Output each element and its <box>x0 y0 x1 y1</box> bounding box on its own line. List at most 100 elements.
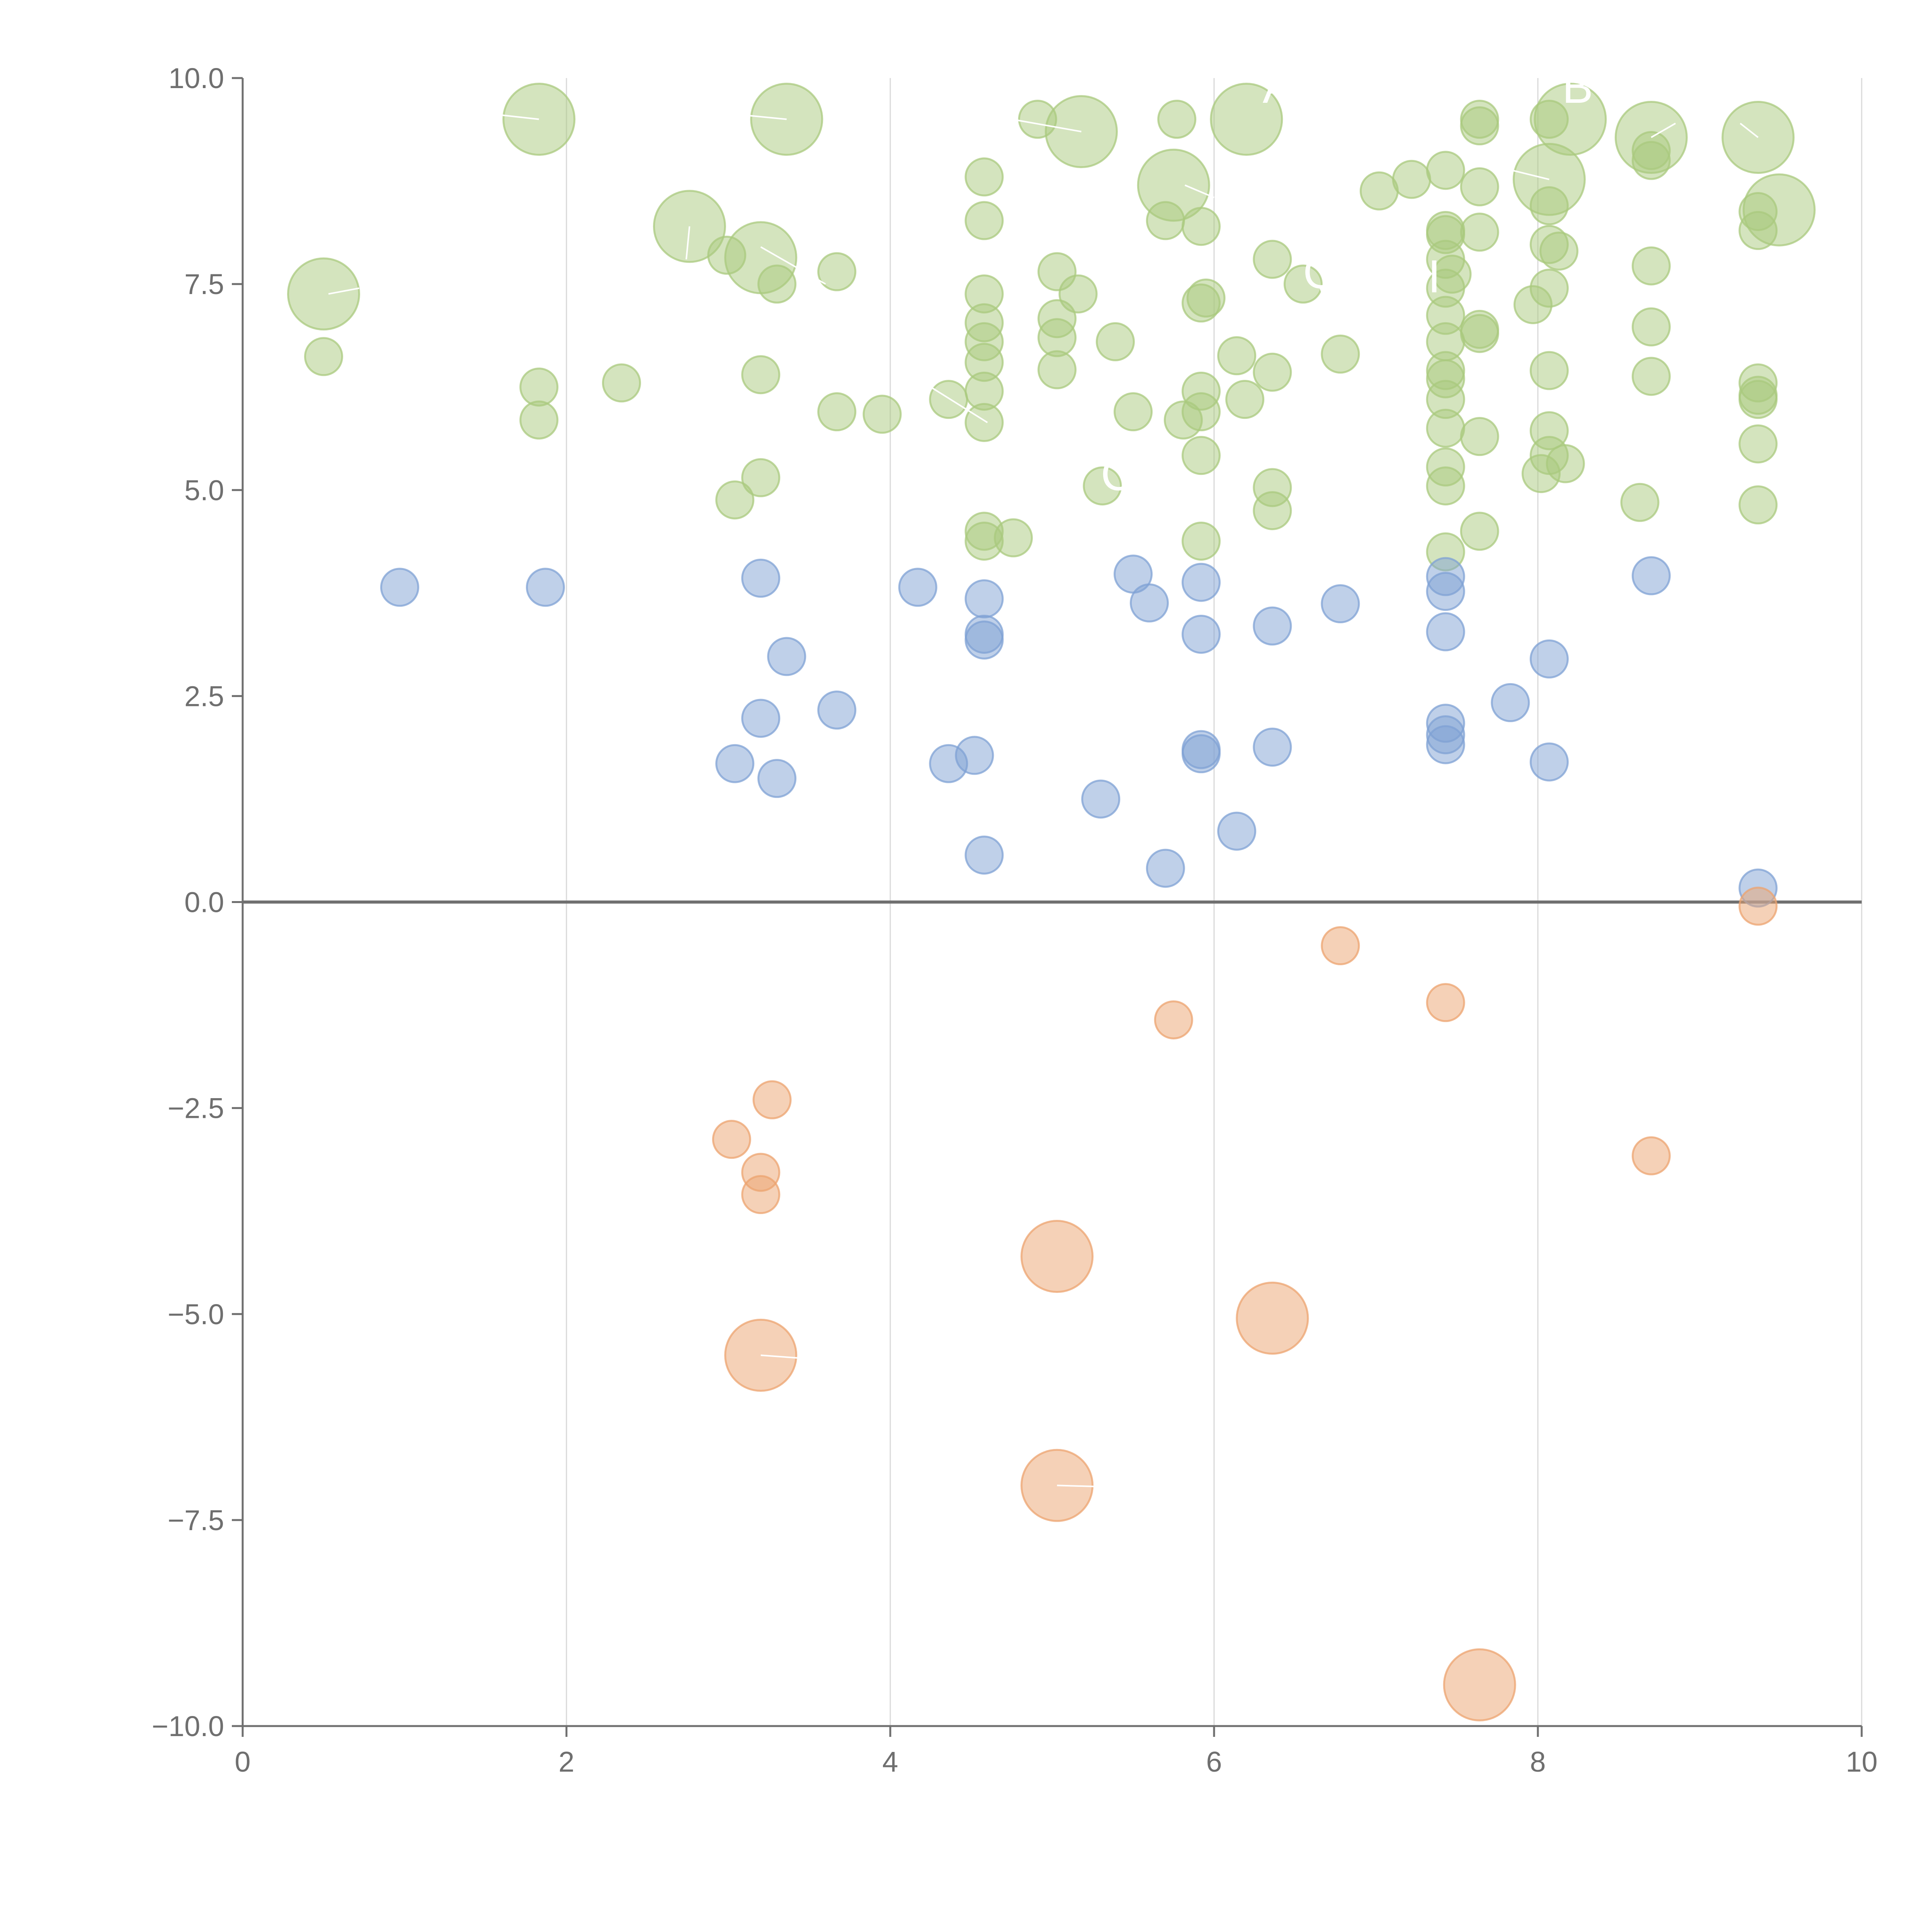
axis-layer: 10.0 7.5 5.0 2.5 0.0 −2.5 −5.0 −7.5 −10.0 0 2 4 6 8 10 <box>152 62 1878 1778</box>
y-tick-label: 7.5 <box>184 268 224 300</box>
point-annotation: B <box>1562 61 1593 113</box>
point-annotation: Q <box>1303 247 1339 298</box>
bubble-point <box>1181 563 1221 602</box>
bubble-point <box>1546 444 1585 483</box>
bubble-point <box>1631 246 1671 286</box>
bubble-point <box>1460 512 1499 551</box>
point-annotation: A <box>1263 61 1294 113</box>
bubble-point <box>1186 278 1226 318</box>
x-tick-label: 4 <box>882 1746 898 1778</box>
bubble-point <box>1146 849 1185 888</box>
bubble-point <box>1460 167 1499 206</box>
bubble-point <box>1432 255 1472 294</box>
bubble-point <box>1217 811 1257 851</box>
bubble-point <box>1738 380 1778 419</box>
bubble-point <box>1426 983 1465 1022</box>
bubble-point <box>741 355 781 395</box>
bubble-point <box>526 568 565 607</box>
y-tick-label: 5.0 <box>184 474 224 506</box>
bubble-point <box>1631 141 1671 180</box>
bubble-point <box>1529 742 1569 782</box>
bubble-point <box>1225 380 1265 419</box>
bubble-point <box>1181 614 1221 654</box>
bubble-point <box>1426 572 1465 611</box>
bubble-point <box>1738 485 1778 525</box>
point-annotation: I <box>1428 250 1440 302</box>
bubble-point <box>1620 483 1660 522</box>
bubble-point <box>1217 336 1257 376</box>
bubble-point <box>964 201 1004 240</box>
y-tick-label: −10.0 <box>152 1710 224 1742</box>
x-tick-label: 0 <box>235 1746 250 1778</box>
bubble-point <box>862 395 902 434</box>
bubble-point <box>1058 274 1098 314</box>
bubble-point <box>1321 926 1360 966</box>
bubble-point <box>964 579 1004 619</box>
y-tick-label: −2.5 <box>168 1092 224 1124</box>
bubble-point <box>757 759 797 798</box>
bubble-point <box>1137 148 1210 222</box>
bubble-point <box>1460 417 1499 456</box>
leader-line <box>1740 122 1759 138</box>
leader-line <box>1184 184 1214 199</box>
bubble-point <box>929 380 968 419</box>
bubble-point <box>741 558 781 598</box>
bubble-point <box>1426 408 1465 448</box>
bubble-point <box>715 480 755 520</box>
bubble-point <box>1181 734 1221 774</box>
point-annotation: C <box>1101 448 1134 500</box>
bubble-point <box>1539 231 1578 271</box>
bubble-point <box>1181 392 1221 432</box>
bubble-point <box>964 403 1004 442</box>
leader-line <box>744 114 787 120</box>
bubble-point <box>1738 424 1778 464</box>
bubble-point <box>1426 612 1465 651</box>
bubble-point <box>1114 392 1153 432</box>
bubble-point <box>1095 322 1135 361</box>
bubble-point <box>1253 352 1292 392</box>
leader-line <box>930 386 988 423</box>
bubble-point <box>1529 639 1569 679</box>
bubble-point <box>602 363 641 403</box>
bubble-point <box>1460 213 1499 252</box>
bubble-point <box>1491 683 1530 722</box>
bubble-point <box>964 157 1004 197</box>
leader-layer <box>328 114 1759 1488</box>
bubble-point <box>1529 351 1569 390</box>
bubble-point <box>1283 264 1323 304</box>
bubble-point <box>1631 357 1671 396</box>
y-tick-label: 2.5 <box>184 680 224 712</box>
leader-line <box>760 1354 818 1361</box>
bubble-point <box>1426 466 1465 506</box>
bubble-point <box>964 620 1004 660</box>
bubble-point <box>1157 100 1197 139</box>
bubble-point <box>1529 269 1569 308</box>
leader-line <box>685 226 690 260</box>
bubble-point <box>741 458 781 497</box>
bubble-point <box>715 744 755 783</box>
bubble-point <box>1321 584 1360 624</box>
leader-line <box>502 114 539 120</box>
bubble-point <box>1020 1219 1094 1293</box>
leader-line <box>1651 122 1676 138</box>
bubble-point <box>304 337 343 376</box>
bubble-point <box>741 699 781 738</box>
bubble-point <box>287 257 360 331</box>
bubble-point <box>1253 728 1292 767</box>
x-tick-label: 2 <box>558 1746 574 1778</box>
bubble-point <box>817 392 857 432</box>
bubble-point <box>1460 314 1499 353</box>
leader-line <box>1505 168 1549 180</box>
leader-line <box>1011 118 1082 133</box>
leader-line <box>760 246 826 285</box>
bubble-point <box>1321 334 1360 374</box>
bubble-point <box>993 518 1033 558</box>
bubble-point <box>1253 240 1292 279</box>
bubble-point <box>1426 151 1465 190</box>
y-tick-label: 10.0 <box>168 62 224 94</box>
bubble-point <box>955 736 994 775</box>
x-tick-label: 6 <box>1206 1746 1222 1778</box>
bubble-point <box>1081 779 1121 819</box>
bubble-point <box>1460 106 1499 146</box>
bubble-point <box>1631 556 1671 595</box>
